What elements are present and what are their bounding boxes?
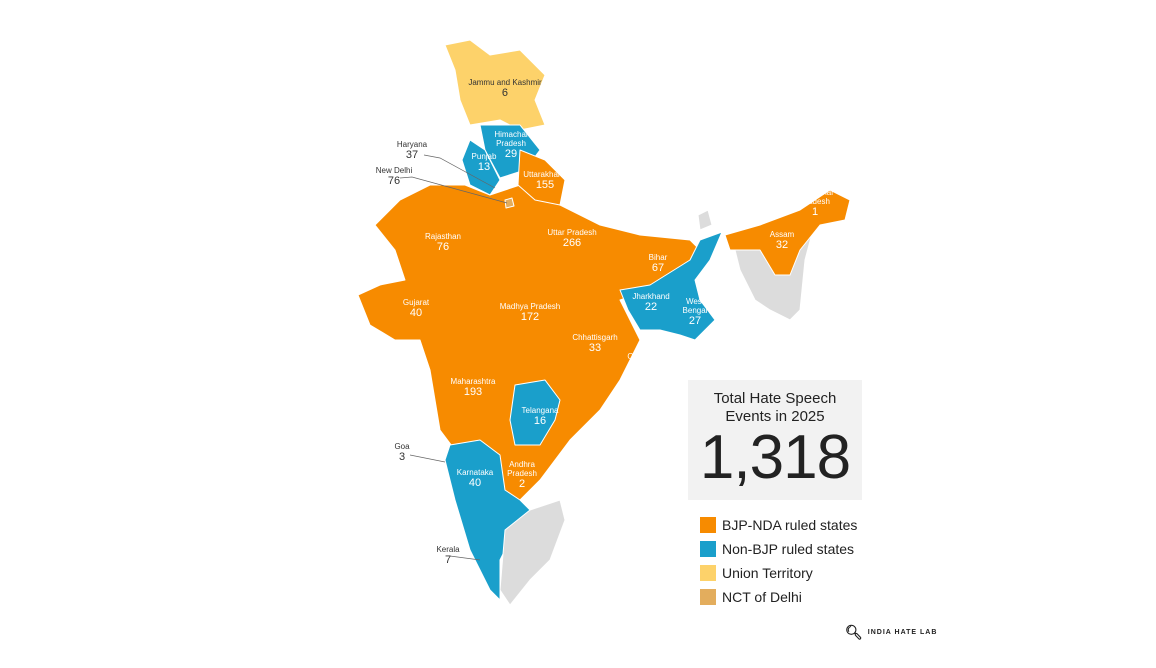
label-bihar: Bihar 67 bbox=[648, 253, 668, 274]
legend-item-non-bjp: Non-BJP ruled states bbox=[700, 537, 857, 561]
legend-item-delhi: NCT of Delhi bbox=[700, 585, 857, 609]
region-sikkim bbox=[697, 209, 713, 231]
region-jharkhand-westbengal[interactable] bbox=[619, 231, 723, 341]
legend-swatch bbox=[700, 541, 716, 557]
label-maharashtra: Maharashtra 193 bbox=[450, 377, 496, 398]
delhi-leader-line bbox=[399, 176, 508, 204]
region-telangana[interactable] bbox=[509, 379, 561, 446]
label-west-bengal: West Bengal 27 bbox=[682, 297, 708, 327]
label-kerala: Kerala 7 bbox=[436, 545, 460, 566]
region-uttarakhand[interactable] bbox=[517, 149, 566, 206]
total-title: Total Hate Speech Events in 2025 bbox=[713, 390, 837, 425]
total-events-box: Total Hate Speech Events in 2025 1,318 bbox=[688, 380, 862, 500]
label-jammu-kashmir: Jammu and Kashmir 6 bbox=[468, 78, 542, 99]
label-andhra-pradesh: Andhra Pradesh 2 bbox=[507, 460, 537, 490]
region-tamil-nadu bbox=[499, 499, 566, 606]
legend-swatch bbox=[700, 565, 716, 581]
total-value: 1,318 bbox=[699, 423, 851, 492]
goa-leader-line bbox=[409, 454, 446, 463]
legend-swatch bbox=[700, 517, 716, 533]
region-punjab[interactable] bbox=[461, 139, 501, 196]
kerala-leader-line bbox=[449, 555, 481, 561]
label-uttarakhand: Uttarakhand 155 bbox=[523, 170, 567, 191]
label-arunachal: Arunachal Pradesh 1 bbox=[796, 188, 834, 218]
label-jharkhand: Jharkhand 22 bbox=[632, 292, 670, 313]
label-odisha: Odisha 5 bbox=[627, 352, 653, 373]
legend-item-ut: Union Territory bbox=[700, 561, 857, 585]
label-new-delhi: New Delhi 76 bbox=[375, 166, 413, 187]
label-assam: Assam 32 bbox=[769, 230, 795, 251]
label-chhattisgarh: Chhattisgarh 33 bbox=[572, 333, 618, 354]
label-madhya-pradesh: Madhya Pradesh 172 bbox=[499, 302, 561, 323]
magnifier-logo-icon: 🔍︎ bbox=[845, 624, 864, 640]
region-assam-arunachal[interactable] bbox=[724, 189, 851, 276]
label-haryana: Haryana 37 bbox=[396, 140, 428, 161]
legend-item-bjp: BJP-NDA ruled states bbox=[700, 513, 857, 537]
label-himachal: Himachal Pradesh 29 bbox=[494, 130, 528, 160]
legend: BJP-NDA ruled states Non-BJP ruled state… bbox=[700, 513, 857, 609]
india-hate-lab-logo: 🔍︎ INDIA HATE LAB bbox=[845, 624, 938, 640]
region-delhi[interactable] bbox=[504, 197, 515, 209]
label-goa: Goa 3 bbox=[394, 442, 410, 463]
region-jammu-kashmir[interactable] bbox=[444, 39, 546, 131]
label-telangana: Telangana 16 bbox=[521, 406, 559, 427]
label-punjab: Punjab 13 bbox=[471, 152, 497, 173]
label-uttar-pradesh: Uttar Pradesh 266 bbox=[547, 228, 597, 249]
label-karnataka: Karnataka 40 bbox=[456, 468, 494, 489]
label-rajasthan: Rajasthan 76 bbox=[424, 232, 462, 253]
legend-swatch bbox=[700, 589, 716, 605]
label-gujarat: Gujarat 40 bbox=[402, 298, 430, 319]
haryana-leader-line bbox=[423, 154, 496, 189]
